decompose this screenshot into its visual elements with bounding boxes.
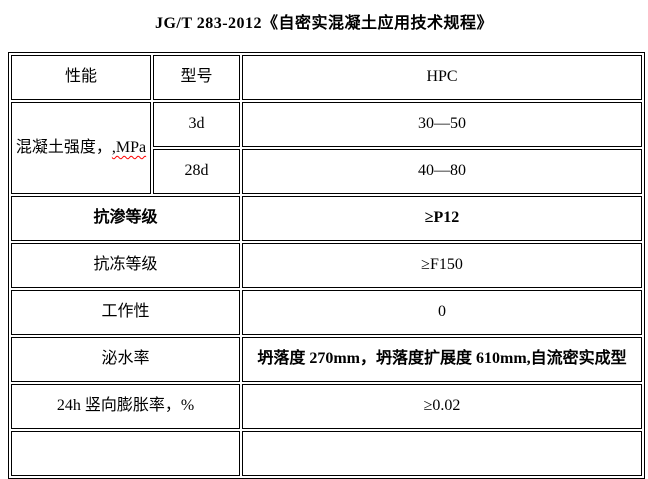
header-cell-performance: 性能 bbox=[11, 55, 151, 100]
impermeability-label-cell: 抗渗等级 bbox=[11, 196, 240, 241]
bleeding-rate-value-cell: 坍落度 270mm，坍落度扩展度 610mm,自流密实成型 bbox=[242, 337, 642, 382]
partial-row-label-cell bbox=[11, 431, 240, 476]
table-row-header: 性能 型号 HPC bbox=[11, 55, 642, 100]
table-row-strength-28d: 28d 40—80 bbox=[11, 149, 642, 194]
table-row-impermeability: 抗渗等级 ≥P12 bbox=[11, 196, 642, 241]
strength-28d-age-cell: 28d bbox=[153, 149, 240, 194]
strength-label-cell: 混凝土强度，,MPa bbox=[11, 102, 151, 194]
table-row-workability: 工作性 0 bbox=[11, 290, 642, 335]
partial-row-value-cell bbox=[242, 431, 642, 476]
document-title: JG/T 283-2012《自密实混凝土应用技术规程》 bbox=[154, 15, 494, 32]
table-row-bleeding-rate: 泌水率 坍落度 270mm，坍落度扩展度 610mm,自流密实成型 bbox=[11, 337, 642, 382]
vertical-expansion-value-cell: ≥0.02 bbox=[242, 384, 642, 429]
workability-value-cell: 0 bbox=[242, 290, 642, 335]
frost-resistance-label-cell: 抗冻等级 bbox=[11, 243, 240, 288]
strength-28d-value-cell: 40—80 bbox=[242, 149, 642, 194]
strength-3d-value-cell: 30—50 bbox=[242, 102, 642, 147]
header-cell-product: HPC bbox=[242, 55, 642, 100]
table-row-vertical-expansion: 24h 竖向膨胀率，% ≥0.02 bbox=[11, 384, 642, 429]
table-row-frost-resistance: 抗冻等级 ≥F150 bbox=[11, 243, 642, 288]
table-row-strength-3d: 混凝土强度，,MPa 3d 30—50 bbox=[11, 102, 642, 194]
workability-label-cell: 工作性 bbox=[11, 290, 240, 335]
strength-unit-text-spellchecked: ,MPa bbox=[111, 138, 147, 156]
bleeding-rate-label-cell: 泌水率 bbox=[11, 337, 240, 382]
header-cell-model: 型号 bbox=[153, 55, 240, 100]
impermeability-value-cell: ≥P12 bbox=[242, 196, 642, 241]
strength-label-text: 混凝土强度， bbox=[15, 138, 112, 156]
frost-resistance-value-cell: ≥F150 bbox=[242, 243, 642, 288]
strength-3d-age-cell: 3d bbox=[153, 102, 240, 147]
vertical-expansion-label-cell: 24h 竖向膨胀率，% bbox=[11, 384, 240, 429]
table-row-partial-clipped bbox=[11, 431, 642, 476]
concrete-spec-table: 性能 型号 HPC 混凝土强度，,MPa 3d 30—50 28d 40—80 … bbox=[8, 52, 645, 479]
